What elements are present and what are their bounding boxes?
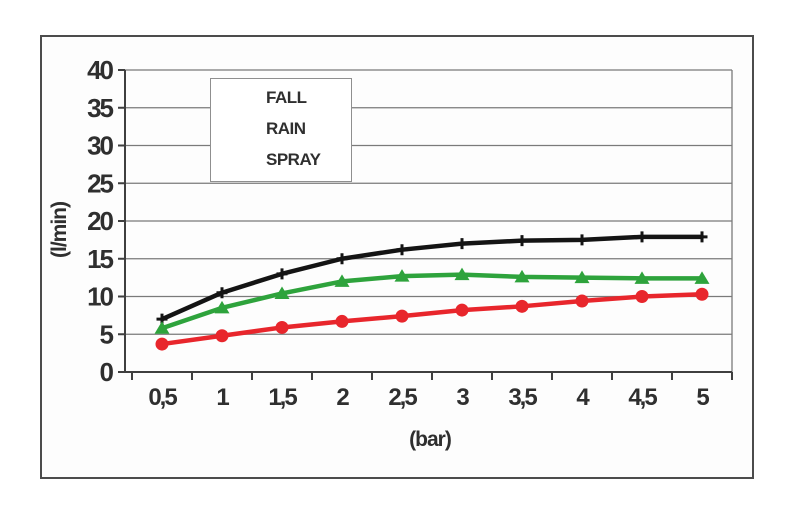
series-point-spray bbox=[155, 337, 169, 351]
series-point-rain bbox=[214, 300, 230, 314]
series-point-rain bbox=[514, 269, 530, 283]
fall-line-marker-icon bbox=[221, 89, 265, 107]
x-tick-label: 0,5 bbox=[148, 384, 177, 411]
series-point-spray bbox=[455, 303, 469, 317]
series-line-spray bbox=[159, 291, 705, 347]
y-tick-label: 20 bbox=[87, 206, 113, 236]
series-point-rain bbox=[634, 271, 650, 284]
legend-swatch-svg bbox=[211, 79, 800, 519]
series-point-rain bbox=[334, 274, 350, 287]
x-tick-label: 1,5 bbox=[268, 384, 297, 411]
series-point-rain bbox=[394, 269, 410, 282]
series-point-fall bbox=[276, 268, 288, 280]
legend-item-rain: RAIN bbox=[221, 119, 347, 139]
series-point-rain bbox=[694, 271, 710, 284]
series-point-fall bbox=[336, 253, 348, 265]
series-point-spray bbox=[335, 314, 349, 328]
series-point-rain bbox=[574, 270, 590, 284]
series-point-fall bbox=[516, 235, 528, 247]
series-point-rain bbox=[454, 267, 470, 281]
x-tick-label: 5 bbox=[696, 384, 709, 411]
x-tick-label: 1 bbox=[216, 384, 229, 411]
legend-label-spray: SPRAY bbox=[266, 149, 321, 169]
series-point-fall bbox=[216, 287, 228, 299]
x-tick-label: 4,5 bbox=[628, 384, 657, 411]
y-tick-label: 5 bbox=[100, 319, 114, 349]
y-tick-label: 15 bbox=[87, 244, 113, 274]
series-point-spray bbox=[275, 320, 289, 334]
legend-label-fall: FALL bbox=[266, 88, 307, 108]
series-point-rain bbox=[154, 321, 170, 334]
series-line-rain bbox=[159, 272, 705, 331]
x-tick-label: 2 bbox=[336, 384, 349, 411]
legend-label-rain: RAIN bbox=[266, 118, 306, 138]
series-point-spray bbox=[515, 299, 529, 313]
series-point-rain bbox=[274, 286, 290, 299]
y-tick-label: 0 bbox=[100, 357, 114, 387]
series-point-fall bbox=[696, 231, 708, 243]
legend-item-fall: FALL bbox=[221, 88, 347, 108]
x-axis-title: (bar) bbox=[409, 428, 451, 451]
legend-item-spray: SPRAY bbox=[221, 150, 347, 170]
series-point-spray bbox=[395, 309, 409, 323]
y-tick-label: 35 bbox=[87, 93, 113, 123]
x-tick-label: 3,5 bbox=[508, 384, 537, 411]
series-point-fall bbox=[396, 244, 408, 256]
y-axis-title: (l/min) bbox=[48, 202, 71, 258]
legend: FALL RAIN SPRAY bbox=[210, 78, 352, 182]
series-point-spray bbox=[215, 329, 229, 343]
y-tick-label: 30 bbox=[87, 131, 113, 161]
chart-border-box: (l/min) (bar) 0 5 10 15 20 25 30 35 40 0,5 1 1,5 2 2,… bbox=[40, 35, 754, 479]
x-tick-label: 2,5 bbox=[388, 384, 417, 411]
y-tick-label: 40 bbox=[87, 55, 113, 85]
x-tick-label: 3 bbox=[456, 384, 469, 411]
y-tick-label: 25 bbox=[87, 168, 113, 198]
series-point-fall bbox=[576, 234, 588, 246]
series-point-spray bbox=[695, 287, 709, 301]
series-line-fall bbox=[159, 234, 705, 322]
series-point-fall bbox=[636, 231, 648, 243]
series-point-spray bbox=[575, 294, 589, 308]
series-point-spray bbox=[635, 290, 649, 303]
series-point-fall bbox=[456, 238, 468, 250]
y-tick-label: 10 bbox=[87, 282, 113, 312]
